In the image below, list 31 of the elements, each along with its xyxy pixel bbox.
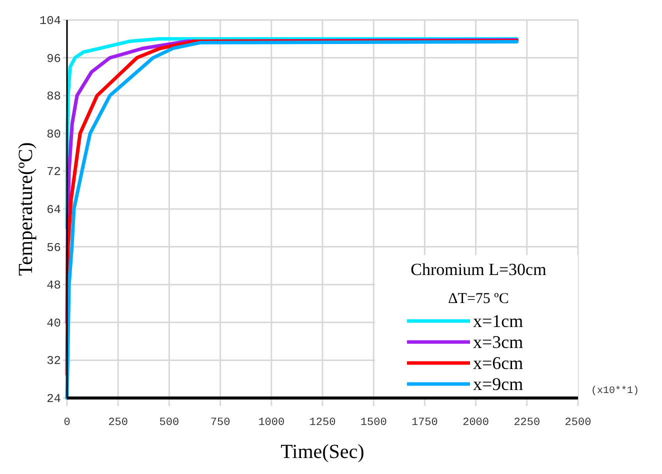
annotation: ΔT=75 ºC: [448, 291, 509, 307]
legend-label: x=9cm: [473, 374, 524, 394]
legend-title: Chromium L=30cm: [410, 260, 546, 279]
y-tick-label: 40: [46, 316, 61, 330]
x-tick-label: 1750: [411, 417, 438, 429]
x-tick-label: 2250: [514, 417, 540, 429]
y-tick-label: 24: [46, 392, 61, 406]
x-tick-label: 2500: [564, 417, 592, 429]
text: (x10**1): [591, 385, 640, 397]
x-tick-label: 0: [64, 417, 70, 429]
legend-label: x=6cm: [473, 353, 524, 373]
x-tick-label: 1250: [309, 417, 336, 429]
y-tick-label: 104: [39, 14, 61, 28]
y-tick-label: 32: [46, 354, 61, 368]
y-tick-label: 96: [46, 52, 61, 66]
x-tick-label: 750: [210, 417, 230, 429]
x-tick-label: 1500: [360, 417, 387, 429]
x-tick-label: 500: [159, 417, 180, 429]
y-tick-label: 88: [46, 90, 61, 104]
x-tick-label: 1000: [258, 417, 285, 429]
x-tick-label: 250: [108, 417, 128, 429]
y-tick-label: 80: [46, 127, 61, 142]
y-tick-label: 56: [46, 240, 61, 255]
legend-label: x=3cm: [473, 332, 524, 352]
y-tick-label: 64: [46, 203, 61, 217]
legend-label: x=1cm: [473, 311, 524, 331]
y-axis-title: Temperature(ºC): [15, 142, 37, 276]
x-axis-title: Time(Sec): [280, 441, 364, 463]
x-tick-label: 2000: [462, 417, 490, 429]
y-tick-label: 72: [46, 165, 61, 180]
y-tick-label: 48: [46, 278, 61, 293]
